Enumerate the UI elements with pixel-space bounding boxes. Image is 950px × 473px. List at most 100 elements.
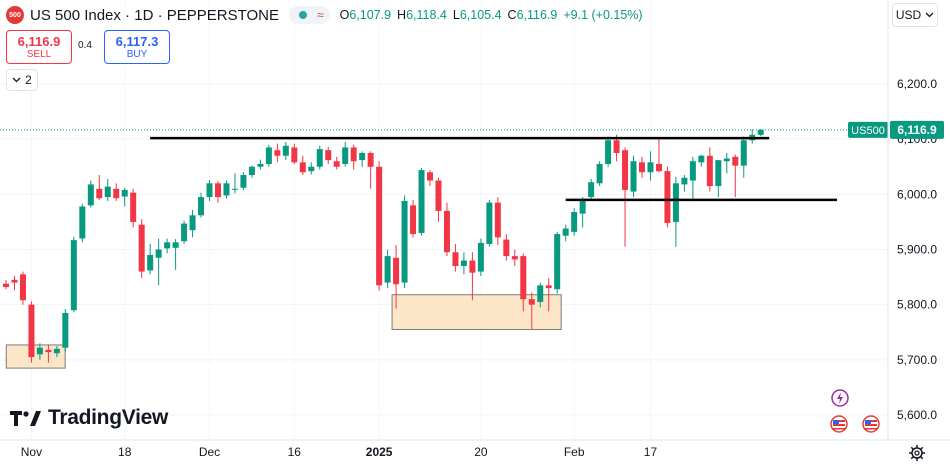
open-value: 6,107.9 [349,8,392,22]
high-value: 6,118.4 [406,8,447,22]
sell-label: SELL [26,49,52,60]
tradingview-logo[interactable]: TradingView [10,404,168,432]
logo-text: TradingView [48,406,169,429]
candle-body [647,162,654,173]
candle-body [393,257,400,285]
chart-header: 500 US 500 Index · 1D · PEPPERSTONE ≈ O6… [6,4,649,26]
price-tick-label: 6,200.0 [897,77,937,91]
buy-price: 6,117.3 [115,34,159,49]
candle-body [605,140,612,164]
chart-title[interactable]: US 500 Index · 1D · PEPPERSTONE [30,6,279,24]
market-open-icon [299,11,307,19]
candle-body [588,182,595,198]
candle-body [181,223,188,242]
time-tick-label: 18 [118,445,132,459]
lightning-icon[interactable] [831,389,849,407]
candle-body [308,166,315,172]
candle-body [698,155,705,163]
candle-body [452,252,459,267]
change-value: +9.1 (+0.15%) [563,8,643,22]
candle-body [138,224,145,272]
sell-button[interactable]: 6,116.9 SELL [6,30,72,64]
candle-body [240,175,247,188]
candle-body [545,285,552,289]
candle-body [359,152,366,161]
candle-body [655,163,662,172]
candle-body [664,171,671,224]
price-tick-label: 6,000.0 [897,187,937,201]
last-price-tag [890,120,944,139]
ohlc-values: O6,107.9 H6,118.4 L6,105.4 C6,116.9 +9.1 (+0… [339,8,643,22]
candle-body [613,140,620,153]
candle-body [70,240,77,311]
candle-body [325,150,332,161]
candle-body [45,349,52,353]
candle-body [528,299,535,305]
zone-nov [5,344,66,369]
candle-body [520,256,527,300]
last-price-marker: US500 6,116.9 [0,120,944,139]
candle-body [469,260,476,273]
candle-body [427,172,433,181]
candle-body [596,163,603,184]
candle-body [715,160,722,187]
candle-body [537,285,544,302]
candle-body [62,312,69,348]
candle-body [274,150,281,156]
time-axis: Nov 18 Dec 16 2025 20 Feb 17 [21,445,658,459]
candle-body [215,183,221,198]
symbol-tag [848,121,888,138]
currency-select[interactable]: USD [892,3,938,27]
zone-jan [391,294,562,330]
candle-body [443,210,450,253]
time-tick-label: 20 [474,445,488,459]
us-flag-icon[interactable] [830,415,848,433]
settings-gear-icon[interactable] [908,444,926,462]
candle-body [342,147,349,164]
price-tick-label: 5,700.0 [897,353,937,367]
candle-body [198,197,205,216]
symbol-tag-label: US500 [851,125,885,137]
candle-body [11,279,18,283]
candle-body [121,189,128,197]
candle-body [630,161,637,192]
price-tick-label: 5,900.0 [897,243,937,257]
currency-label: USD [895,8,922,22]
symbol-badge: 500 [6,6,24,24]
time-tick-label: 2025 [366,445,393,459]
chart-candles [3,129,764,363]
candle-body [418,170,425,233]
candle-body [96,188,103,199]
candle-body [486,202,493,244]
time-tick-label: Nov [21,445,42,459]
candle-body [316,149,323,167]
candle-body [384,256,391,283]
candle-body [681,177,688,185]
buy-button[interactable]: 6,117.3 BUY [104,30,170,64]
candle-body [376,166,383,286]
candle-body [231,188,238,190]
candle-body [257,163,264,167]
spread-value: 0.4 [78,40,92,51]
indicators-toggle[interactable]: 2 [6,69,38,91]
close-value: 6,116.9 [516,8,558,22]
candle-body [554,234,561,290]
last-price-label: 6,116.9 [897,123,937,137]
tradingview-logo-icon [10,411,41,426]
us-flag-icon[interactable] [862,415,880,433]
market-status[interactable]: ≈ [289,6,330,24]
candle-body [113,188,120,199]
candle-body [622,150,629,190]
candle-body [672,183,679,222]
candle-body [104,186,111,198]
candle-body [265,147,272,164]
time-tick-label: 16 [288,445,302,459]
candle-body [350,147,357,162]
buy-label: BUY [126,49,148,60]
candle-body [410,205,417,235]
candle-body [147,255,154,271]
candle-body [130,192,137,222]
time-tick-label: Dec [199,445,220,459]
candle-body [155,249,162,258]
